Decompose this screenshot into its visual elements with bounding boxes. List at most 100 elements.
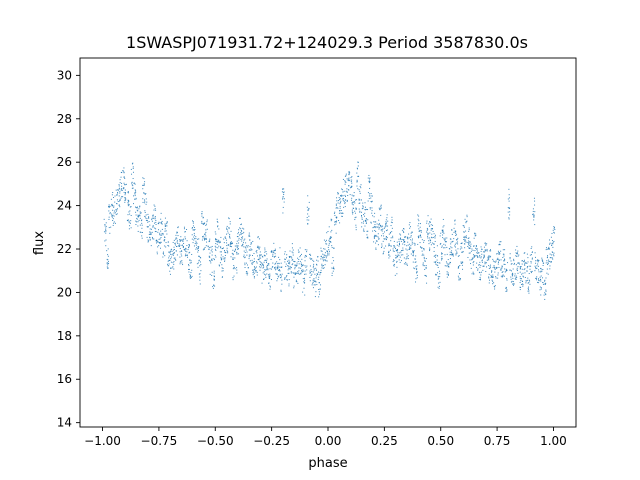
data-point: [262, 265, 264, 267]
data-point: [307, 213, 309, 215]
data-point: [275, 255, 277, 257]
data-point: [218, 239, 220, 241]
data-point: [362, 230, 364, 232]
data-point: [394, 263, 396, 265]
data-point: [147, 221, 149, 223]
data-point: [143, 192, 145, 194]
data-point: [256, 271, 258, 273]
data-point: [255, 271, 257, 273]
data-point: [273, 242, 275, 244]
data-point: [164, 245, 166, 247]
data-point: [378, 237, 380, 239]
data-point: [512, 275, 514, 277]
data-point: [152, 226, 154, 228]
data-point: [186, 251, 188, 253]
data-point: [289, 257, 291, 259]
data-point: [402, 254, 404, 256]
data-point: [482, 269, 484, 271]
x-axis-label: phase: [308, 456, 347, 471]
data-point: [209, 252, 211, 254]
data-point: [333, 268, 335, 270]
data-point: [439, 235, 441, 237]
data-point: [310, 258, 312, 260]
data-point: [512, 283, 514, 285]
data-point: [195, 236, 197, 238]
data-point: [353, 192, 355, 194]
data-point: [374, 221, 376, 223]
data-point: [198, 260, 200, 262]
data-point: [418, 215, 420, 217]
data-point: [140, 212, 142, 214]
data-point: [288, 283, 290, 285]
data-point: [158, 242, 160, 244]
data-point: [552, 254, 554, 256]
data-point: [232, 253, 234, 255]
data-point: [267, 263, 269, 265]
data-point: [494, 285, 496, 287]
data-point: [431, 228, 433, 230]
data-point: [277, 267, 279, 269]
data-point: [519, 263, 521, 265]
data-point: [470, 243, 472, 245]
data-point: [429, 241, 431, 243]
data-point: [127, 192, 129, 194]
data-point: [199, 283, 201, 285]
data-point: [214, 285, 216, 287]
data-point: [400, 254, 402, 256]
data-point: [252, 272, 254, 274]
data-point: [435, 274, 437, 276]
data-point: [512, 268, 514, 270]
data-point: [467, 256, 469, 258]
data-point: [170, 253, 172, 255]
data-point: [195, 238, 197, 240]
data-point: [118, 187, 120, 189]
data-point: [407, 236, 409, 238]
data-point: [548, 248, 550, 250]
data-point: [109, 206, 111, 208]
data-point: [234, 250, 236, 252]
data-point: [388, 257, 390, 259]
data-point: [368, 195, 370, 197]
data-point: [490, 250, 492, 252]
data-point: [111, 204, 113, 206]
data-point: [156, 253, 158, 255]
data-point: [437, 286, 439, 288]
data-point: [319, 288, 321, 290]
data-point: [494, 268, 496, 270]
x-tick-label: 0.25: [371, 434, 398, 448]
data-point: [467, 237, 469, 239]
data-point: [553, 255, 555, 257]
data-point: [186, 228, 188, 230]
data-point: [148, 233, 150, 235]
data-point: [406, 253, 408, 255]
y-tick-label: 24: [57, 199, 72, 213]
data-point: [533, 216, 535, 218]
data-point: [280, 290, 282, 292]
data-point: [193, 229, 195, 231]
data-point: [497, 258, 499, 260]
data-point: [265, 259, 267, 261]
data-point: [361, 215, 363, 217]
data-point: [282, 198, 284, 200]
data-point: [540, 275, 542, 277]
data-point: [220, 236, 222, 238]
data-point: [113, 205, 115, 207]
data-point: [369, 181, 371, 183]
data-point: [540, 267, 542, 269]
data-point: [465, 230, 467, 232]
data-point: [312, 259, 314, 261]
data-point: [232, 258, 234, 260]
data-point: [236, 247, 238, 249]
data-point: [469, 245, 471, 247]
data-point: [139, 211, 141, 213]
data-point: [333, 260, 335, 262]
data-point: [159, 232, 161, 234]
data-point: [308, 201, 310, 203]
data-point: [503, 275, 505, 277]
data-point: [350, 199, 352, 201]
data-point: [238, 239, 240, 241]
data-point: [318, 288, 320, 290]
data-point: [491, 270, 493, 272]
data-point: [359, 211, 361, 213]
data-point: [414, 261, 416, 263]
